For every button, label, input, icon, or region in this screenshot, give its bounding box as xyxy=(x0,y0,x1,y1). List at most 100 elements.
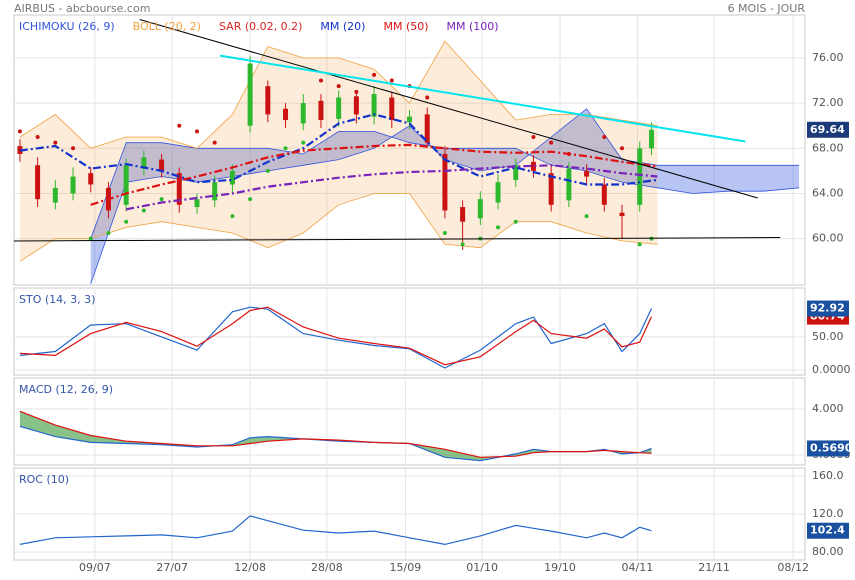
sar-dot xyxy=(336,84,341,89)
last-value-label: 0.5690 xyxy=(810,441,853,454)
candle-body xyxy=(619,212,625,217)
y-tick-label: 160.0 xyxy=(812,469,844,482)
candle-body xyxy=(194,199,200,208)
sar-dot xyxy=(602,135,607,140)
sar-dot xyxy=(17,129,22,134)
candle-body xyxy=(212,182,218,201)
candle-body xyxy=(424,114,430,143)
x-tick-label: 15/09 xyxy=(390,561,422,574)
sar-dot xyxy=(88,236,93,241)
sar-dot xyxy=(35,135,40,140)
sar-dot xyxy=(442,231,447,236)
y-tick-label: 64.00 xyxy=(812,186,844,199)
candle-body xyxy=(477,199,483,219)
last-value-box xyxy=(807,440,849,457)
candle-body xyxy=(123,165,129,205)
candle-body xyxy=(584,170,590,177)
legend-entry: MM (20) xyxy=(320,20,365,33)
sar-dot xyxy=(53,140,58,145)
last-value-label: 102.4 xyxy=(810,524,845,537)
x-tick-label: 21/11 xyxy=(698,561,730,574)
sar-dot xyxy=(549,140,554,145)
candle-body xyxy=(389,97,395,121)
last-value-label: 69.64 xyxy=(810,123,845,136)
candle-body xyxy=(548,173,554,205)
y-tick-label: 80.00 xyxy=(812,545,844,558)
x-tick-label: 28/08 xyxy=(311,561,343,574)
trendline xyxy=(13,237,781,242)
indicator-line xyxy=(19,515,652,546)
sar-dot xyxy=(159,197,164,202)
candle-body xyxy=(407,116,412,123)
candle-body xyxy=(70,176,76,194)
candle-body xyxy=(159,159,165,171)
sar-dot xyxy=(620,146,625,151)
sar-dot xyxy=(71,146,76,151)
candle-body xyxy=(601,184,607,205)
chart-subtitle: 6 MOIS - JOUR xyxy=(728,2,806,15)
indicator-line xyxy=(19,410,652,458)
panel-title: ROC (10) xyxy=(19,473,69,486)
y-tick-label: 0.0000 xyxy=(812,363,851,376)
sar-dot xyxy=(584,214,589,219)
sar-dot xyxy=(354,89,359,94)
legend-entry: ICHIMOKU (26, 9) xyxy=(19,20,115,33)
candle-body xyxy=(52,187,58,203)
panel-title: STO (14, 3, 3) xyxy=(19,293,95,306)
sar-dot xyxy=(248,197,253,202)
sar-dot xyxy=(265,168,270,173)
indicator-line xyxy=(19,306,653,369)
sar-dot xyxy=(389,78,394,83)
last-value-box xyxy=(807,522,849,539)
y-tick-label: 50.00 xyxy=(812,330,844,343)
last-value-box xyxy=(807,121,849,138)
panel xyxy=(13,377,806,466)
sar-dot xyxy=(230,214,235,219)
candle-body xyxy=(318,100,324,121)
moving-average xyxy=(90,143,658,206)
candle-body xyxy=(141,157,147,169)
candle-body xyxy=(229,170,235,185)
sar-dot xyxy=(496,225,501,230)
candle-body xyxy=(442,153,448,211)
sar-dot xyxy=(177,123,182,128)
moving-average xyxy=(125,164,658,211)
x-tick-label: 09/07 xyxy=(79,561,111,574)
last-value-label: 92.92 xyxy=(810,302,845,315)
moving-average xyxy=(19,113,658,186)
y-tick-label: 4.000 xyxy=(812,402,844,415)
sar-dot xyxy=(649,236,654,241)
candle-body xyxy=(637,148,643,205)
candle-body xyxy=(247,63,253,126)
y-tick-label: 120.0 xyxy=(812,507,844,520)
candle-body xyxy=(353,96,359,115)
candle-body xyxy=(530,161,536,171)
candle-body xyxy=(566,168,572,201)
sar-dot xyxy=(124,219,129,224)
sar-dot xyxy=(372,72,377,77)
y-tick-label: 76.00 xyxy=(812,51,844,64)
panel xyxy=(13,287,806,376)
candle-body xyxy=(35,165,41,200)
panel-title: MACD (12, 26, 9) xyxy=(19,383,113,396)
sar-dot xyxy=(194,129,199,134)
sar-dot xyxy=(425,95,430,100)
ichimoku-cloud xyxy=(90,108,800,284)
candle-body xyxy=(495,182,501,203)
candle-body xyxy=(283,108,289,121)
candle-body xyxy=(265,86,271,115)
y-tick-label: 60.00 xyxy=(812,232,844,245)
candle-body xyxy=(460,207,466,222)
trendline xyxy=(219,54,746,143)
panel xyxy=(13,14,806,286)
trendline xyxy=(139,19,758,199)
legend-entry: BOLL (20, 2) xyxy=(133,20,201,33)
indicator-line xyxy=(19,306,653,366)
sar-dot xyxy=(318,78,323,83)
x-tick-label: 08/12 xyxy=(777,561,809,574)
x-tick-label: 12/08 xyxy=(234,561,266,574)
candle-body xyxy=(336,97,342,119)
candle-body xyxy=(300,103,306,124)
sar-dot xyxy=(106,231,111,236)
